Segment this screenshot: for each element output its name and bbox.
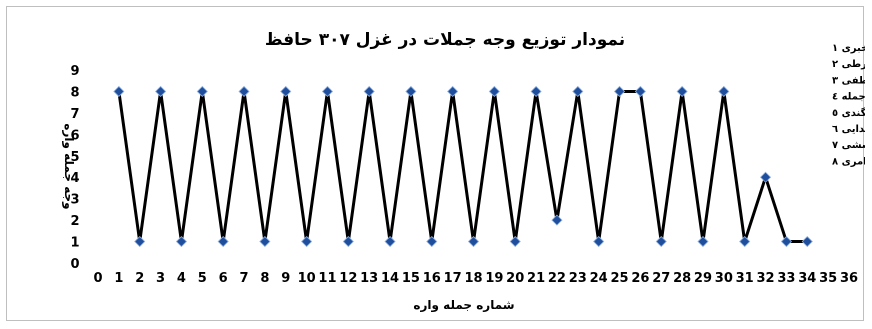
legend-entry: شرطی ۲ — [832, 59, 865, 70]
data-point — [718, 85, 730, 98]
y-tick-label: 3 — [70, 193, 79, 208]
x-tick-label: 34 — [798, 271, 816, 286]
x-tick-label: 27 — [652, 271, 670, 286]
data-point — [280, 85, 292, 98]
data-point — [593, 235, 605, 248]
x-tick-label: 18 — [464, 271, 482, 286]
y-tick-label: 6 — [70, 128, 79, 143]
x-tick-label: 22 — [548, 271, 566, 286]
x-tick-label: 20 — [506, 271, 524, 286]
x-tick-label: 7 — [240, 271, 249, 286]
x-tick-label: 26 — [631, 271, 649, 286]
x-tick-label: 33 — [777, 271, 795, 286]
legend-entry: عاطفی ۳ — [832, 75, 865, 86]
x-tick-label: 25 — [610, 271, 628, 286]
x-tick-label: 29 — [694, 271, 712, 286]
y-tick-label: 0 — [70, 257, 79, 272]
data-point — [488, 85, 500, 98]
legend: خبری ۱ شرطی ۲ عاطفی ۳ شبه جمله ٤ سوگندی ٥ ندا… — [832, 43, 865, 167]
x-tick-label: 9 — [281, 271, 290, 286]
data-point — [384, 235, 396, 248]
legend-entry: پرسشی ۷ — [832, 140, 865, 151]
data-point — [134, 235, 146, 248]
data-point — [780, 235, 792, 248]
data-point — [426, 235, 438, 248]
y-axis-title-group: وجه جمله واره — [61, 123, 76, 209]
x-tick-label: 13 — [360, 271, 378, 286]
data-point — [551, 214, 563, 226]
legend-entry: ندایی ٦ — [832, 124, 865, 135]
x-tick-label: 16 — [423, 271, 441, 286]
x-axis-title: شماره جمله واره — [413, 298, 514, 313]
x-tick-label: 2 — [135, 271, 144, 286]
x-tick-label: 11 — [318, 271, 336, 286]
data-point — [321, 85, 334, 98]
data-point — [447, 85, 459, 98]
data-point — [739, 235, 751, 248]
x-tick-label: 30 — [715, 271, 733, 286]
data-point — [572, 85, 584, 98]
data-point — [301, 235, 313, 248]
legend-entry: شبه جمله ٤ — [832, 92, 865, 103]
data-point — [530, 85, 542, 98]
x-tick-label: 31 — [736, 271, 754, 286]
data-point — [509, 235, 521, 248]
y-tick-label: 8 — [70, 85, 79, 100]
data-point — [342, 235, 354, 248]
data-point — [259, 235, 271, 248]
y-tick-label: 2 — [70, 214, 79, 229]
x-tick-label: 21 — [527, 271, 545, 286]
y-tick-label: 9 — [70, 64, 79, 79]
legend-entry: خبری ۱ — [832, 43, 865, 54]
x-tick-label: 1 — [114, 271, 123, 286]
x-tick-label: 28 — [673, 271, 691, 286]
data-point — [155, 85, 167, 98]
plot-area: 0 1 2 3 4 5 6 7 8 9 10 11 12 13 14 15 16 17 18 19 20 21 22 23 24… — [70, 64, 858, 286]
data-point — [175, 235, 188, 248]
line-chart: نمودار توزیع وجه جملات در غزل ۳۰۷ حافظ و… — [61, 30, 865, 313]
x-tick-label: 10 — [298, 271, 316, 286]
x-tick-label: 36 — [840, 271, 858, 286]
y-tick-label: 7 — [70, 107, 79, 122]
x-tick-label: 32 — [757, 271, 775, 286]
x-tick-label: 5 — [198, 271, 207, 286]
data-point — [113, 85, 125, 98]
data-point — [634, 85, 646, 98]
legend-entry: سوگندی ٥ — [832, 106, 865, 119]
legend-entry: امری ۸ — [832, 156, 865, 167]
y-tick-label: 4 — [70, 171, 79, 186]
chart-frame: نمودار توزیع وجه جملات در غزل ۳۰۷ حافظ و… — [6, 6, 865, 321]
x-tick-label: 24 — [590, 271, 608, 286]
data-point — [759, 171, 772, 183]
data-point — [676, 85, 688, 98]
chart-title: نمودار توزیع وجه جملات در غزل ۳۰۷ حافظ — [265, 30, 625, 50]
y-axis-title: وجه جمله واره — [61, 123, 76, 209]
x-tick-label: 3 — [156, 271, 165, 286]
x-tick-label: 6 — [219, 271, 228, 286]
x-tick-label: 23 — [569, 271, 587, 286]
x-tick-label: 35 — [819, 271, 837, 286]
data-point — [467, 235, 480, 248]
x-tick-label: 14 — [381, 271, 399, 286]
data-point — [801, 235, 813, 248]
data-point — [405, 85, 417, 98]
data-point — [697, 235, 709, 248]
x-tick-label: 19 — [485, 271, 503, 286]
data-point — [613, 85, 626, 98]
x-tick-label: 17 — [444, 271, 462, 286]
y-tick-label: 1 — [70, 236, 79, 251]
x-tick-label: 0 — [93, 271, 102, 286]
y-tick-label: 5 — [70, 150, 79, 165]
data-point — [217, 235, 229, 248]
series-line — [117, 89, 808, 244]
data-point — [655, 235, 667, 248]
data-point — [238, 85, 250, 98]
x-tick-label: 8 — [260, 271, 269, 286]
x-tick-label: 12 — [339, 271, 357, 286]
x-tick-label: 15 — [402, 271, 420, 286]
data-point — [363, 85, 375, 98]
data-point — [196, 85, 208, 98]
x-tick-label: 4 — [177, 271, 186, 286]
